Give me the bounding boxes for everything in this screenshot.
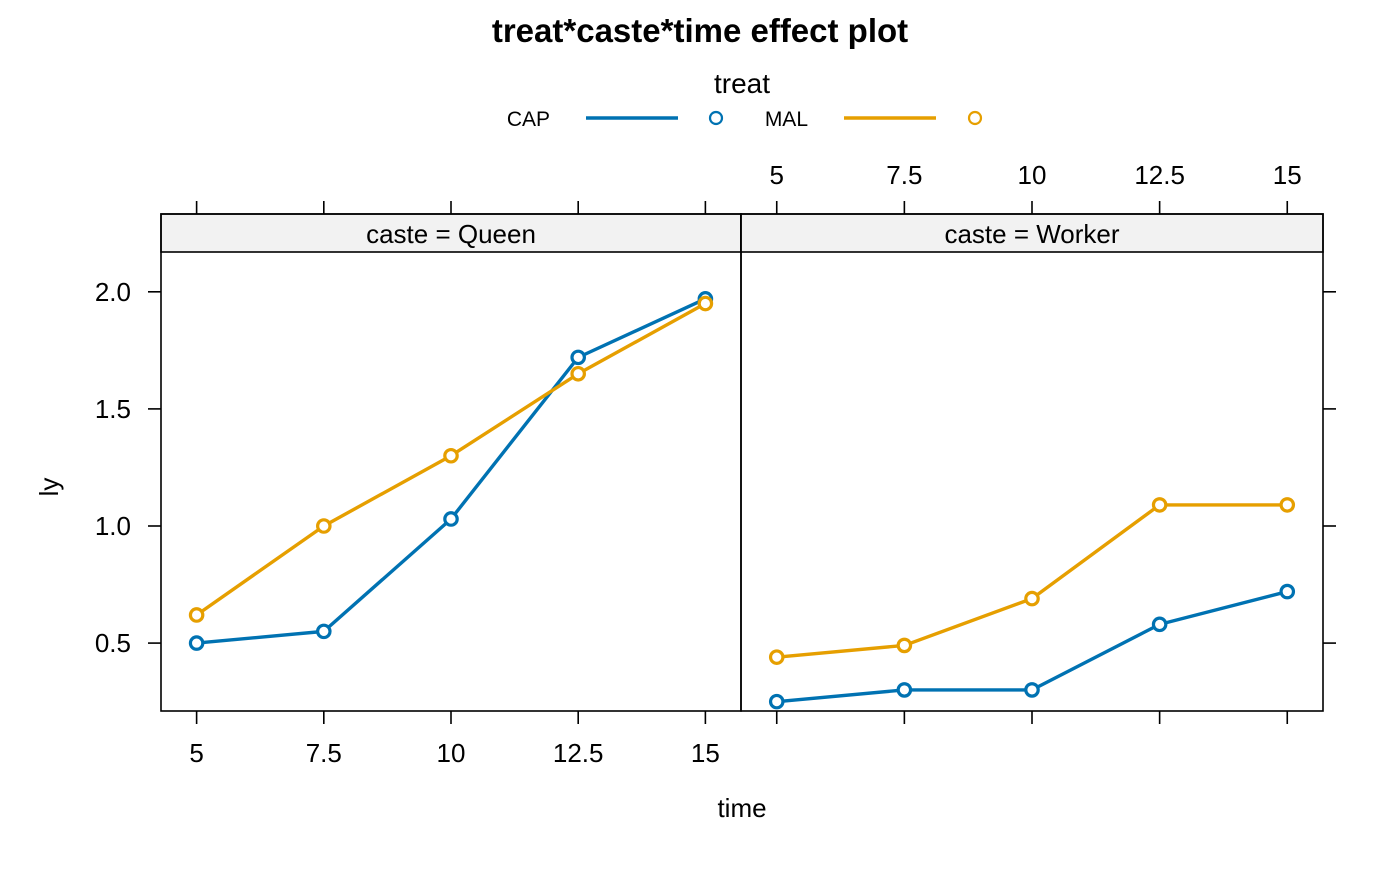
strip-label: caste = Queen [366, 219, 536, 249]
data-point-cap [443, 511, 459, 527]
x-tick-label: 10 [1018, 160, 1047, 190]
x-tick-label: 10 [437, 738, 466, 768]
panel-1: caste = Queen 5 7.5 10 12.5 15 0.5 1.0 1.5 2.0 [95, 201, 742, 768]
legend-point-cap [708, 110, 724, 126]
data-point-cap [188, 635, 205, 651]
panel-frame [740, 213, 1324, 712]
series-line-cap [194, 297, 708, 645]
x-tick-label: 7.5 [886, 160, 922, 190]
data-point-mal [768, 649, 785, 665]
data-point-cap [768, 693, 785, 710]
chart-title: treat*caste*time effect plot [492, 12, 908, 49]
x-tick-label: 5 [189, 738, 203, 768]
y-tick-label: 1.5 [95, 394, 131, 424]
x-tick-label: 15 [1273, 160, 1302, 190]
y-tick-label: 1.0 [95, 511, 131, 541]
data-point-cap [1279, 583, 1296, 600]
strip-label: caste = Worker [944, 219, 1119, 249]
x-tick-label: 15 [691, 738, 720, 768]
y-axis-label: ly [34, 478, 64, 497]
data-point-mal [1151, 497, 1168, 513]
data-point-mal [896, 637, 913, 654]
legend-label-cap: CAP [507, 108, 550, 131]
x-tick-label: 7.5 [306, 738, 342, 768]
data-point-mal [1024, 590, 1040, 607]
x-tick-label: 12.5 [1134, 160, 1185, 190]
data-point-mal [188, 607, 205, 623]
legend-label-mal: MAL [765, 108, 808, 131]
data-point-cap [570, 349, 586, 366]
y-tick-label: 0.5 [95, 628, 131, 658]
legend-point-mal [967, 110, 983, 126]
data-point-mal [570, 365, 586, 382]
data-point-mal [1279, 497, 1296, 513]
y-tick-label: 2.0 [95, 277, 131, 307]
data-point-cap [1024, 682, 1040, 698]
data-point-cap [896, 682, 913, 698]
x-tick-label: 12.5 [553, 738, 604, 768]
legend-title: treat [714, 68, 770, 99]
data-point-mal [443, 447, 459, 464]
data-point-mal [697, 295, 714, 312]
data-point-cap [1151, 616, 1168, 633]
data-point-mal [316, 518, 332, 534]
data-point-cap [316, 623, 332, 640]
x-tick-label: 5 [770, 160, 784, 190]
legend: treat CAP MAL [507, 68, 983, 131]
panel-2: caste = Worker 5 7.5 10 12.5 15 [740, 160, 1336, 724]
series-line-mal [775, 503, 1289, 659]
x-axis-label: time [717, 793, 766, 823]
